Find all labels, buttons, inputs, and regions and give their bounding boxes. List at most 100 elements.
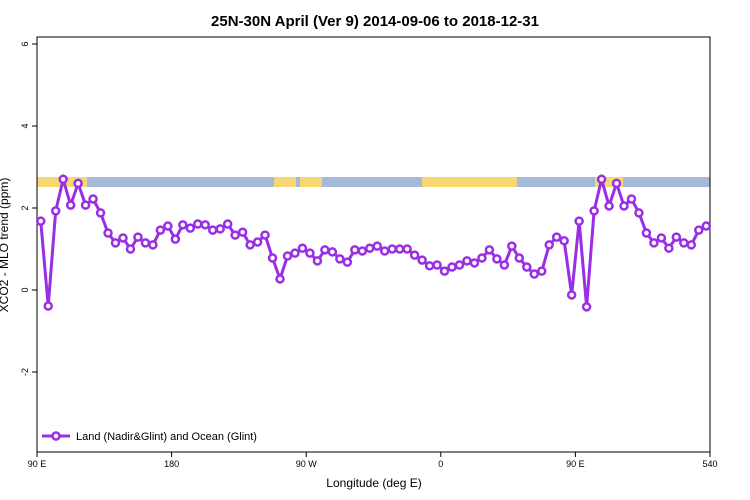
data-point (133, 232, 143, 242)
plot-frame (36, 36, 711, 453)
data-point (185, 223, 196, 233)
data-point (88, 194, 98, 204)
data-point (447, 262, 457, 272)
data-point (110, 238, 121, 248)
data-point (155, 225, 166, 235)
data-point (297, 243, 308, 253)
x-tick-label: 0 (438, 459, 443, 469)
data-point (163, 221, 173, 231)
data-point (118, 233, 128, 243)
chart-title: 25N-30N April (Ver 9) 2014-09-06 to 2018… (211, 13, 539, 30)
data-point (50, 206, 61, 216)
data-point (290, 248, 300, 258)
data-point (619, 201, 629, 211)
data-point (148, 240, 158, 250)
x-tick-label: 90 W (296, 459, 318, 469)
data-point (679, 238, 689, 248)
data-point (35, 216, 46, 226)
y-tick-label: 0 (20, 288, 30, 293)
data-point (95, 208, 106, 218)
data-point (282, 251, 293, 261)
data-point (551, 232, 562, 242)
data-point (170, 234, 181, 244)
data-point (372, 241, 382, 251)
data-point (43, 301, 53, 311)
data-point (327, 247, 338, 257)
data-point (477, 253, 487, 263)
data-point (507, 241, 517, 251)
data-point (342, 257, 353, 267)
data-point (574, 216, 584, 226)
data-point (604, 201, 614, 211)
data-point (694, 225, 704, 235)
data-point (537, 266, 547, 276)
y-tick-label: 4 (20, 123, 30, 128)
plot-layer: 90 E 180 90 W 0 90 E 540 -2 0 2 4 6 Land (Nadir&Gli… (20, 41, 718, 469)
y-tick-label: 2 (20, 205, 30, 210)
data-point (193, 219, 203, 229)
data-point (230, 230, 240, 240)
legend-marker (51, 431, 61, 441)
data-point (641, 228, 652, 238)
data-point (649, 238, 659, 248)
data-point (454, 260, 465, 270)
x-tick-label: 540 (702, 459, 717, 469)
data-point (611, 178, 622, 189)
data-point (529, 269, 540, 279)
data-point (499, 260, 510, 270)
data-point (222, 219, 233, 229)
data-point (544, 240, 554, 250)
data-point (387, 244, 397, 254)
data-point (178, 220, 188, 230)
data-point (522, 262, 532, 272)
data-point (656, 233, 667, 243)
data-point (379, 246, 390, 256)
data-point (634, 208, 644, 218)
data-point (335, 254, 345, 264)
data-point (462, 256, 472, 266)
data-point (394, 244, 405, 254)
data-point (492, 254, 502, 264)
data-point (237, 227, 248, 237)
x-tick-label: 180 (164, 459, 179, 469)
data-point (207, 225, 218, 235)
data-point (484, 245, 495, 255)
data-point (140, 238, 151, 248)
series-line (39, 173, 707, 307)
land-ocean-strip (37, 177, 710, 187)
data-point (432, 260, 442, 270)
data-point (626, 194, 637, 204)
data-point (439, 266, 450, 276)
data-point (357, 246, 368, 256)
data-point (417, 255, 427, 265)
data-point (350, 245, 360, 255)
data-point (267, 253, 278, 263)
data-point (409, 250, 420, 260)
data-point (365, 243, 375, 253)
data-point (215, 224, 225, 234)
data-point (402, 244, 412, 254)
data-point (58, 174, 68, 185)
data-point (275, 274, 285, 284)
y-tick-label: -2 (20, 368, 30, 376)
data-point (424, 261, 435, 271)
x-axis-label: Longitude (deg E) (326, 476, 421, 490)
data-point (73, 178, 83, 189)
data-point (581, 302, 592, 312)
data-point (469, 258, 480, 268)
data-point (260, 230, 270, 240)
data-point (664, 243, 674, 253)
data-point (589, 206, 599, 216)
data-point (125, 244, 136, 254)
legend-label: Land (Nadir&Glint) and Ocean (Glint) (76, 431, 257, 443)
data-point (305, 248, 315, 258)
data-point (245, 240, 255, 250)
data-point (566, 290, 577, 300)
data-point (80, 200, 91, 210)
data-point (312, 256, 323, 266)
data-point (686, 240, 697, 250)
y-tick-label: 6 (20, 41, 30, 46)
data-point (200, 220, 210, 230)
data-point (671, 232, 682, 242)
